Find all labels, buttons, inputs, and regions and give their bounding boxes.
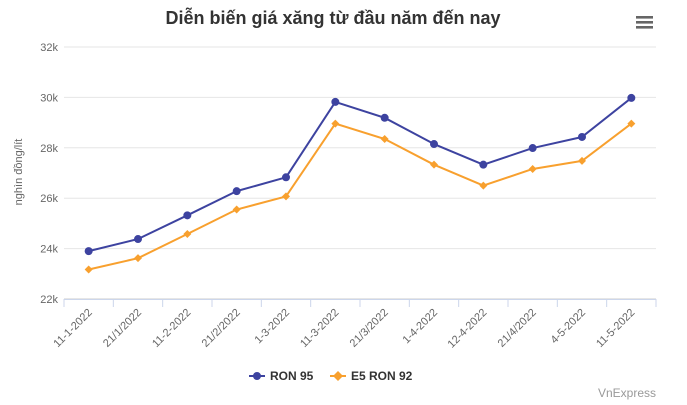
legend-label-ron95: RON 95 [270,369,314,383]
data-point[interactable] [232,205,241,214]
series-0 [84,93,636,256]
data-point[interactable] [430,160,438,169]
legend-marker-ron95 [253,372,261,380]
data-point[interactable] [84,247,93,256]
data-point[interactable] [578,156,586,165]
x-tick-label: 21/2/2022 [200,307,243,350]
data-point[interactable] [627,119,636,128]
legend-marker-e5ron92 [333,371,343,381]
x-tick-label: 11-2-2022 [150,307,193,350]
y-tick-label: 30k [40,92,58,104]
credit-text[interactable]: VnExpress [598,386,656,400]
data-point[interactable] [84,265,93,274]
data-point[interactable] [528,144,537,153]
data-point[interactable] [282,173,290,182]
series-1 [84,119,636,274]
x-axis-ticks: 11-1-2022 21/1/2022 11-2-2022 21/2/2022 1-3-… [51,307,637,351]
series-layer [84,93,636,274]
data-point[interactable] [578,132,586,141]
y-tick-label: 26k [40,193,58,205]
gridlines [64,46,656,300]
data-point[interactable] [479,181,488,190]
x-tick-label: 21/1/2022 [101,307,144,350]
x-tick-label: 4-5-2022 [548,307,588,347]
series-line [87,96,633,253]
legend-label-e5ron92: E5 RON 92 [351,369,413,383]
series-line [87,122,633,271]
data-point[interactable] [232,187,241,196]
y-tick-label: 22k [40,294,58,306]
data-point[interactable] [134,235,142,244]
data-point[interactable] [627,93,636,102]
x-tick-label: 1-4-2022 [400,307,440,347]
x-tick-label: 21/3/2022 [348,307,391,350]
data-point[interactable] [380,113,389,122]
data-point[interactable] [430,140,438,149]
legend-item-e5ron92[interactable]: E5 RON 92 [330,369,413,383]
y-axis-label: nghìn đồng/lít [13,139,25,206]
x-tick-label: 21/4/2022 [496,307,539,350]
legend-item-ron95[interactable]: RON 95 [249,369,314,383]
legend: RON 95 E5 RON 92 [249,369,413,383]
y-tick-label: 24k [40,244,58,256]
data-point[interactable] [380,134,389,143]
x-tick-label: 11-3-2022 [298,307,341,350]
hamburger-menu-icon[interactable] [636,16,653,29]
x-tick-label: 12-4-2022 [446,307,490,351]
y-axis-ticks: 22k 24k 26k 28k 30k 32k [40,42,58,306]
y-tick-label: 28k [40,143,58,155]
data-point[interactable] [183,229,192,238]
data-point[interactable] [183,211,192,220]
chart-title: Diễn biến giá xăng từ đầu năm đến nay [165,7,500,28]
data-point[interactable] [134,254,142,263]
chart-menu-button[interactable] [632,10,658,34]
data-point[interactable] [331,97,340,106]
x-axis [63,299,657,307]
y-tick-label: 32k [40,42,58,54]
data-point[interactable] [331,119,340,128]
data-point[interactable] [282,192,290,201]
x-tick-label: 11-1-2022 [51,307,94,350]
x-tick-label: 11-5-2022 [594,307,637,350]
x-tick-label: 1-3-2022 [252,307,292,347]
data-point[interactable] [528,164,537,173]
data-point[interactable] [479,160,488,169]
